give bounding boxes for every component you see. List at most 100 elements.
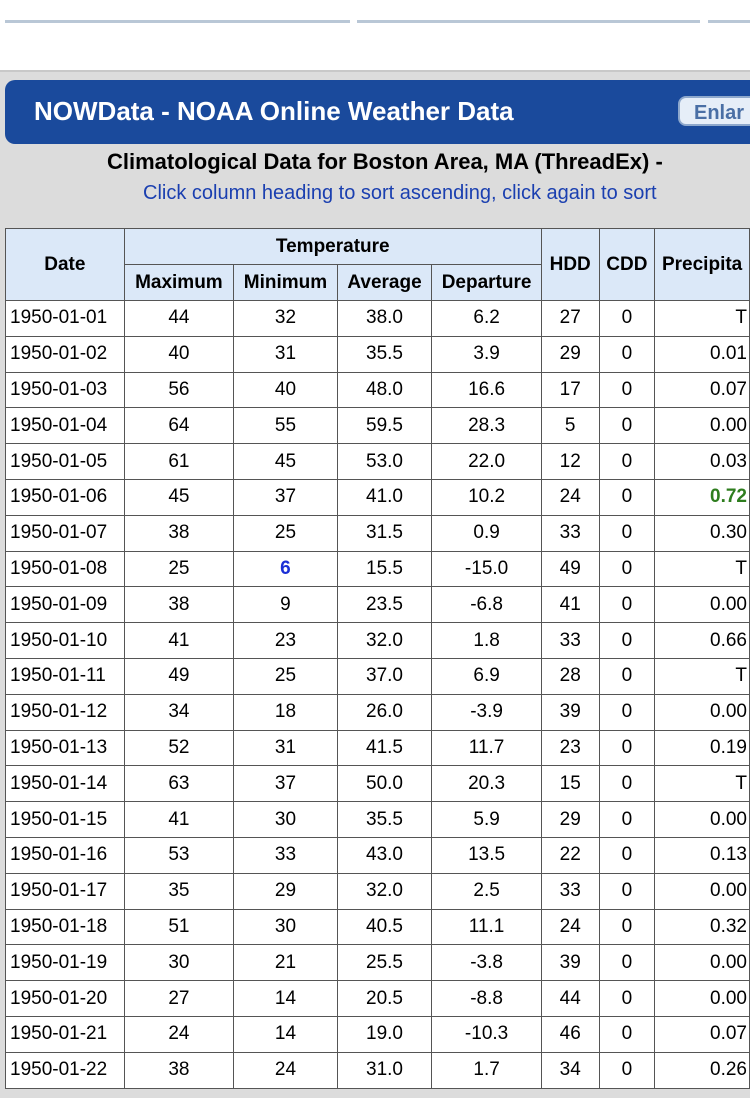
- column-header[interactable]: HDD: [540, 228, 600, 301]
- value-cell: 0: [598, 693, 656, 731]
- value-cell: 25: [233, 514, 338, 552]
- value-cell: 0.19: [654, 729, 750, 767]
- value-cell: 28.3: [431, 407, 542, 445]
- date-cell: 1950-01-18: [5, 908, 125, 946]
- value-cell: 33: [233, 836, 338, 874]
- value-cell: 26.0: [336, 693, 433, 731]
- value-cell: 0: [598, 514, 656, 552]
- table-row: 1950-01-01 44 32 38.0 6.2 27 0 T: [5, 300, 750, 337]
- column-header[interactable]: Maximum: [123, 264, 235, 301]
- column-header[interactable]: Departure: [431, 264, 542, 301]
- column-header[interactable]: Minimum: [233, 264, 338, 301]
- value-cell: 64: [123, 407, 235, 445]
- value-cell: T: [654, 765, 750, 803]
- value-cell: 0: [598, 836, 656, 874]
- input-field[interactable]: [708, 20, 750, 23]
- date-cell: 1950-01-07: [5, 514, 125, 552]
- table-row: 1950-01-17 35 29 32.0 2.5 33 0 0.00: [5, 872, 750, 910]
- date-cell: 1950-01-14: [5, 765, 125, 803]
- value-cell: 40: [233, 371, 338, 409]
- value-cell: 24: [540, 478, 600, 516]
- value-cell: 0.00: [654, 693, 750, 731]
- value-cell: 0: [598, 944, 656, 982]
- value-cell: 51: [123, 908, 235, 946]
- value-cell: 16.6: [431, 371, 542, 409]
- value-cell: 6.2: [431, 300, 542, 337]
- value-cell: 30: [233, 908, 338, 946]
- value-cell: 35.5: [336, 801, 433, 838]
- value-cell: 15: [540, 765, 600, 803]
- table-row: 1950-01-03 56 40 48.0 16.6 17 0 0.07: [5, 371, 750, 409]
- value-cell: 33: [540, 872, 600, 910]
- value-cell: 35: [123, 872, 235, 910]
- value-cell: 25.5: [336, 944, 433, 982]
- table-row: 1950-01-18 51 30 40.5 11.1 24 0 0.32: [5, 908, 750, 946]
- value-cell: 0.00: [654, 586, 750, 624]
- date-cell: 1950-01-12: [5, 693, 125, 731]
- value-cell: 44: [123, 300, 235, 337]
- value-cell: 25: [233, 657, 338, 695]
- date-cell: 1950-01-17: [5, 872, 125, 910]
- table-row: 1950-01-22 38 24 31.0 1.7 34 0 0.26: [5, 1051, 750, 1089]
- header-row: Date Temperature HDD CDD Precipita: [5, 228, 750, 301]
- value-cell: 59.5: [336, 407, 433, 445]
- value-cell: 0.72: [654, 478, 750, 516]
- value-cell: 53: [123, 836, 235, 874]
- value-cell: 41.5: [336, 729, 433, 767]
- value-cell: 9: [233, 586, 338, 624]
- value-cell: 39: [540, 693, 600, 731]
- column-header[interactable]: CDD: [598, 228, 656, 301]
- table-row: 1950-01-16 53 33 43.0 13.5 22 0 0.13: [5, 836, 750, 874]
- input-field[interactable]: [357, 20, 700, 23]
- value-cell: 32.0: [336, 872, 433, 910]
- value-cell: 0: [598, 657, 656, 695]
- value-cell: 0.00: [654, 944, 750, 982]
- value-cell: 0.01: [654, 335, 750, 373]
- value-cell: 19.0: [336, 1015, 433, 1053]
- value-cell: 48.0: [336, 371, 433, 409]
- value-cell: -3.9: [431, 693, 542, 731]
- instruction: Click column heading to sort ascending, …: [143, 182, 657, 204]
- value-cell: 0.00: [654, 801, 750, 838]
- table-row: 1950-01-08 25 6 15.5 -15.0 49 0 T: [5, 550, 750, 588]
- value-cell: 25: [123, 550, 235, 588]
- value-cell: 40.5: [336, 908, 433, 946]
- value-cell: 45: [123, 478, 235, 516]
- column-header[interactable]: Date: [5, 228, 125, 301]
- input-field[interactable]: [5, 20, 350, 23]
- table-row: 1950-01-04 64 55 59.5 28.3 5 0 0.00: [5, 407, 750, 445]
- date-cell: 1950-01-04: [5, 407, 125, 445]
- group-header: Temperature: [123, 228, 542, 265]
- value-cell: 24: [233, 1051, 338, 1089]
- table-row: 1950-01-12 34 18 26.0 -3.9 39 0 0.00: [5, 693, 750, 731]
- header-bar: [5, 80, 750, 144]
- column-header[interactable]: Precipita: [654, 228, 750, 301]
- value-cell: 0.07: [654, 1015, 750, 1053]
- value-cell: 0: [598, 1051, 656, 1089]
- value-cell: 1.8: [431, 622, 542, 659]
- table-row: 1950-01-19 30 21 25.5 -3.8 39 0 0.00: [5, 944, 750, 982]
- value-cell: 41: [540, 586, 600, 624]
- value-cell: 0.66: [654, 622, 750, 659]
- value-cell: 44: [540, 980, 600, 1017]
- date-cell: 1950-01-22: [5, 1051, 125, 1089]
- value-cell: 6: [233, 550, 338, 588]
- column-header[interactable]: Average: [336, 264, 433, 301]
- value-cell: 38.0: [336, 300, 433, 337]
- date-cell: 1950-01-20: [5, 980, 125, 1017]
- value-cell: 14: [233, 980, 338, 1017]
- value-cell: 0.13: [654, 836, 750, 874]
- subtitle: Climatological Data for Boston Area, MA …: [107, 149, 663, 174]
- value-cell: 41: [123, 801, 235, 838]
- value-cell: 46: [540, 1015, 600, 1053]
- value-cell: 34: [540, 1051, 600, 1089]
- value-cell: 24: [123, 1015, 235, 1053]
- date-cell: 1950-01-01: [5, 300, 125, 337]
- enlarge-button[interactable]: Enlar: [678, 96, 750, 126]
- value-cell: 22: [540, 836, 600, 874]
- value-cell: 43.0: [336, 836, 433, 874]
- date-cell: 1950-01-02: [5, 335, 125, 373]
- value-cell: 52: [123, 729, 235, 767]
- table-body: 1950-01-01 44 32 38.0 6.2 27 0 T 1950-01-02 40 31 3…: [5, 300, 750, 1089]
